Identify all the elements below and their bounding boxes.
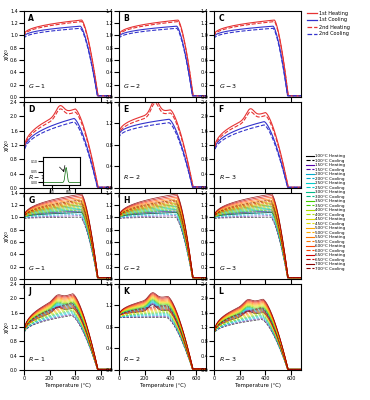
Text: B: B bbox=[124, 14, 129, 23]
Text: $\it{G-1}$: $\it{G-1}$ bbox=[28, 264, 46, 272]
Text: E: E bbox=[124, 105, 129, 114]
Text: K: K bbox=[124, 287, 130, 296]
Text: $\it{R-3}$: $\it{R-3}$ bbox=[219, 173, 236, 181]
Text: $\it{R-3}$: $\it{R-3}$ bbox=[219, 355, 236, 363]
Y-axis label: χ/χ₀: χ/χ₀ bbox=[4, 230, 9, 242]
X-axis label: Temperature (°C): Temperature (°C) bbox=[235, 383, 281, 388]
Text: F: F bbox=[219, 105, 224, 114]
Text: H: H bbox=[124, 196, 130, 205]
Y-axis label: χ/χ₀: χ/χ₀ bbox=[4, 139, 9, 151]
Text: L: L bbox=[219, 287, 223, 296]
Text: G: G bbox=[28, 196, 35, 205]
X-axis label: Temperature (°C): Temperature (°C) bbox=[44, 383, 91, 388]
Text: C: C bbox=[219, 14, 224, 23]
Y-axis label: χ/χ₀: χ/χ₀ bbox=[4, 321, 9, 333]
Text: $\it{R-1}$: $\it{R-1}$ bbox=[28, 355, 46, 363]
Text: $\it{G-1}$: $\it{G-1}$ bbox=[28, 82, 46, 90]
Text: A: A bbox=[28, 14, 34, 23]
Text: $\it{R-1}$: $\it{R-1}$ bbox=[28, 173, 46, 181]
Text: $\it{R-2}$: $\it{R-2}$ bbox=[124, 355, 141, 363]
Text: $\it{R-2}$: $\it{R-2}$ bbox=[124, 173, 141, 181]
Text: $\it{G-3}$: $\it{G-3}$ bbox=[219, 264, 236, 272]
Legend: 100°C Heating, 100°C Cooling, 150°C Heating, 150°C Cooling, 200°C Heating, 200°C: 100°C Heating, 100°C Cooling, 150°C Heat… bbox=[306, 154, 345, 270]
Legend: 1st Heating, 1st Cooling, 2nd Heating, 2nd Cooling: 1st Heating, 1st Cooling, 2nd Heating, 2… bbox=[307, 10, 350, 36]
Text: J: J bbox=[28, 287, 31, 296]
Y-axis label: χ/χ₀: χ/χ₀ bbox=[4, 48, 9, 60]
Text: I: I bbox=[219, 196, 222, 205]
Text: D: D bbox=[28, 105, 35, 114]
X-axis label: Temperature (°C): Temperature (°C) bbox=[139, 383, 186, 388]
Text: $\it{G-2}$: $\it{G-2}$ bbox=[124, 82, 141, 90]
Text: $\it{G-2}$: $\it{G-2}$ bbox=[124, 264, 141, 272]
Text: $\it{G-3}$: $\it{G-3}$ bbox=[219, 82, 236, 90]
